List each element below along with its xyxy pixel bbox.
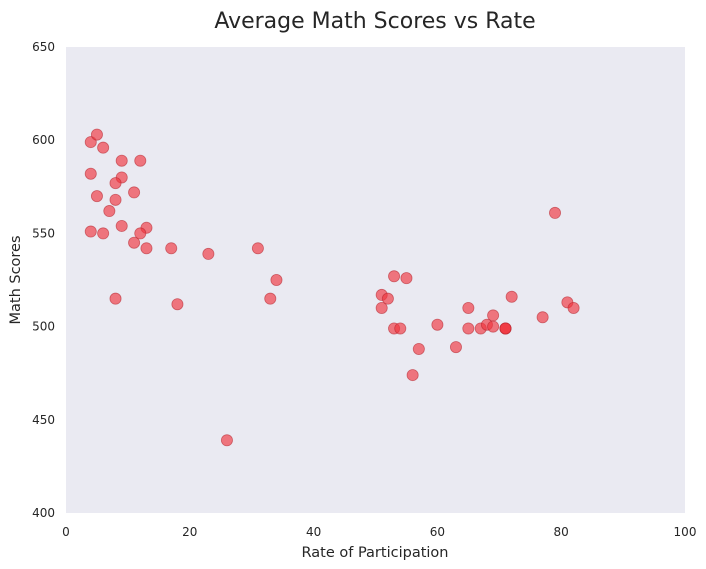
y-tick-label: 400 <box>32 506 55 520</box>
scatter-point <box>567 301 580 314</box>
scatter-point <box>128 186 141 199</box>
chart-title: Average Math Scores vs Rate <box>214 9 535 34</box>
scatter-point <box>487 309 500 322</box>
scatter-point <box>109 177 122 190</box>
scatter-point <box>536 311 549 324</box>
x-tick-label: 0 <box>62 525 70 539</box>
scatter-point <box>406 369 419 382</box>
scatter-point <box>140 242 153 255</box>
y-tick-label: 450 <box>32 413 55 427</box>
y-tick-label: 500 <box>32 320 55 334</box>
scatter-point <box>90 190 103 203</box>
scatter-point <box>388 270 401 283</box>
scatter-point <box>115 154 128 167</box>
scatter-point <box>97 227 110 240</box>
scatter-point <box>90 128 103 141</box>
scatter-point <box>499 322 512 335</box>
x-axis-label: Rate of Participation <box>302 545 449 561</box>
x-tick-label: 40 <box>306 525 321 539</box>
scatter-point <box>109 292 122 305</box>
scatter-point <box>109 193 122 206</box>
y-tick-label: 650 <box>32 40 55 54</box>
scatter-point <box>97 141 110 154</box>
scatter-point <box>400 272 413 285</box>
scatter-point <box>84 225 97 238</box>
scatter-point <box>165 242 178 255</box>
x-tick-label: 20 <box>182 525 197 539</box>
scatter-point <box>449 341 462 354</box>
y-tick-label: 600 <box>32 133 55 147</box>
scatter-point <box>115 219 128 232</box>
x-tick-label: 100 <box>674 525 697 539</box>
scatter-point <box>264 292 277 305</box>
y-tick-label: 550 <box>32 226 55 240</box>
scatter-point <box>412 342 425 355</box>
data-points <box>84 128 580 447</box>
scatter-point <box>549 206 562 219</box>
y-axis-label: Math Scores <box>8 235 24 324</box>
scatter-point <box>487 320 500 333</box>
scatter-point <box>375 301 388 314</box>
scatter-point <box>84 167 97 180</box>
scatter-point <box>381 292 394 305</box>
scatter-point <box>270 273 283 286</box>
scatter-point <box>431 318 444 331</box>
scatter-point <box>134 154 147 167</box>
scatter-point <box>251 242 264 255</box>
y-axis-ticks: 400 450 500 550 600 650 <box>32 40 55 520</box>
scatter-point <box>103 205 116 218</box>
scatter-point <box>394 322 407 335</box>
scatter-point <box>220 434 233 447</box>
scatter-point <box>171 298 184 311</box>
scatter-point <box>505 290 518 303</box>
x-tick-label: 60 <box>430 525 445 539</box>
x-tick-label: 80 <box>554 525 569 539</box>
scatter-point <box>134 227 147 240</box>
scatter-point <box>462 301 475 314</box>
scatter-point <box>202 247 215 260</box>
scatter-point <box>128 236 141 249</box>
scatter-point <box>462 322 475 335</box>
plot-area <box>66 47 685 513</box>
x-axis-ticks: 0 20 40 60 80 100 <box>62 525 696 539</box>
